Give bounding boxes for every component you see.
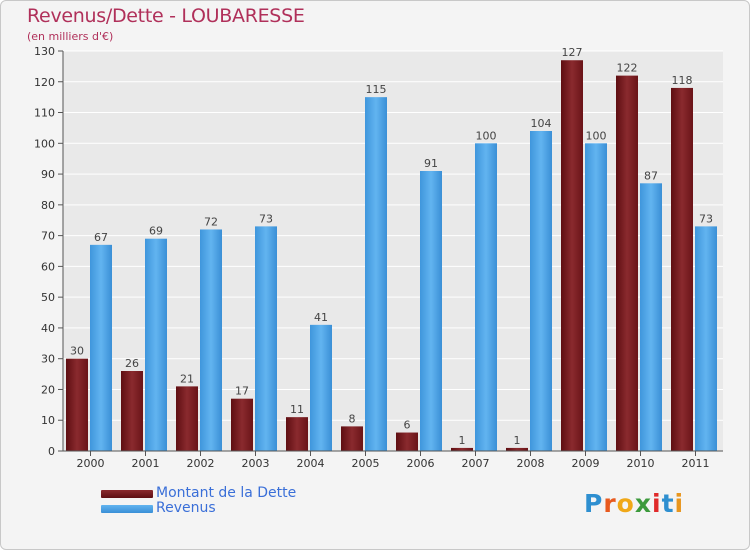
y-tick-label: 120 <box>34 76 55 89</box>
bar-debt <box>561 60 583 451</box>
x-tick-label: 2011 <box>682 457 710 470</box>
plot-background <box>63 51 723 451</box>
data-label-revenue: 73 <box>259 212 273 225</box>
y-tick-label: 10 <box>41 414 55 427</box>
bar-revenue <box>640 183 662 452</box>
bar-debt <box>286 417 308 451</box>
logo-letter: P <box>584 489 604 518</box>
data-label-revenue: 100 <box>586 129 607 142</box>
x-tick-label: 2006 <box>407 457 435 470</box>
y-tick-label: 30 <box>41 353 55 366</box>
bar-revenue <box>200 229 222 451</box>
bar-debt <box>121 371 143 451</box>
data-label-revenue: 104 <box>531 117 552 130</box>
bar-debt <box>451 447 473 451</box>
logo-letter: o <box>616 489 635 518</box>
x-tick-label: 2004 <box>297 457 325 470</box>
bar-revenue <box>255 226 277 451</box>
bar-revenue <box>365 97 387 452</box>
y-tick-label: 80 <box>41 199 55 212</box>
data-label-debt: 21 <box>180 372 194 385</box>
y-tick-label: 100 <box>34 137 55 150</box>
bar-debt <box>616 75 638 451</box>
data-label-revenue: 67 <box>94 231 108 244</box>
logo-letter: t <box>661 489 675 518</box>
data-label-debt: 1 <box>514 434 521 447</box>
data-label-revenue: 100 <box>476 129 497 142</box>
x-tick-label: 2002 <box>187 457 215 470</box>
data-label-revenue: 72 <box>204 215 218 228</box>
x-tick-label: 2000 <box>77 457 105 470</box>
bar-revenue <box>530 131 552 451</box>
bar-debt <box>66 358 88 451</box>
legend-label-revenue: Revenus <box>156 500 216 516</box>
bar-debt <box>176 386 198 451</box>
data-label-revenue: 115 <box>366 83 387 96</box>
data-label-debt: 6 <box>404 419 411 432</box>
legend-swatch-revenue <box>101 505 153 513</box>
data-label-debt: 17 <box>235 385 249 398</box>
chart-subtitle: (en milliers d'€) <box>27 30 114 43</box>
bar-revenue <box>145 238 167 451</box>
bar-debt <box>396 432 418 451</box>
y-tick-label: 70 <box>41 230 55 243</box>
data-label-debt: 1 <box>459 434 466 447</box>
bar-revenue <box>420 171 442 451</box>
bar-revenue <box>310 324 332 451</box>
y-tick-label: 130 <box>34 45 55 58</box>
data-label-debt: 26 <box>125 357 139 370</box>
data-label-revenue: 87 <box>644 169 658 182</box>
logo-letter: i <box>674 489 685 518</box>
y-tick-label: 40 <box>41 322 55 335</box>
y-tick-label: 0 <box>48 445 55 458</box>
logo-letter: i <box>652 489 662 518</box>
x-tick-label: 2005 <box>352 457 380 470</box>
bar-revenue <box>585 143 607 452</box>
data-label-debt: 127 <box>562 46 583 59</box>
data-label-debt: 118 <box>672 74 693 87</box>
legend-swatch-debt <box>101 490 153 498</box>
x-tick-label: 2009 <box>572 457 600 470</box>
bar-revenue <box>475 143 497 452</box>
legend-label-debt: Montant de la Dette <box>156 485 297 501</box>
x-tick-label: 2001 <box>132 457 160 470</box>
y-tick-label: 50 <box>41 291 55 304</box>
y-tick-label: 110 <box>34 107 55 120</box>
x-tick-label: 2007 <box>462 457 490 470</box>
x-tick-label: 2003 <box>242 457 270 470</box>
y-tick-label: 20 <box>41 383 55 396</box>
bar-debt <box>231 398 253 451</box>
logo-letter: r <box>603 489 617 518</box>
data-label-revenue: 91 <box>424 157 438 170</box>
logo-letter: x <box>634 489 652 518</box>
data-label-debt: 30 <box>70 345 84 358</box>
y-tick-label: 90 <box>41 168 55 181</box>
data-label-revenue: 69 <box>149 225 163 238</box>
x-tick-label: 2008 <box>517 457 545 470</box>
bar-revenue <box>695 226 717 451</box>
x-tick-label: 2010 <box>627 457 655 470</box>
y-tick-label: 60 <box>41 260 55 273</box>
proxiti-logo: Proxiti <box>584 489 684 518</box>
bar-debt <box>671 87 693 451</box>
bar-revenue <box>90 244 112 451</box>
data-label-revenue: 73 <box>699 212 713 225</box>
data-label-debt: 122 <box>617 62 638 75</box>
data-label-revenue: 41 <box>314 311 328 324</box>
data-label-debt: 8 <box>349 412 356 425</box>
bar-debt <box>506 447 528 451</box>
data-label-debt: 11 <box>290 403 304 416</box>
bar-debt <box>341 426 363 451</box>
chart-title: Revenus/Dette - LOUBARESSE <box>27 5 305 27</box>
